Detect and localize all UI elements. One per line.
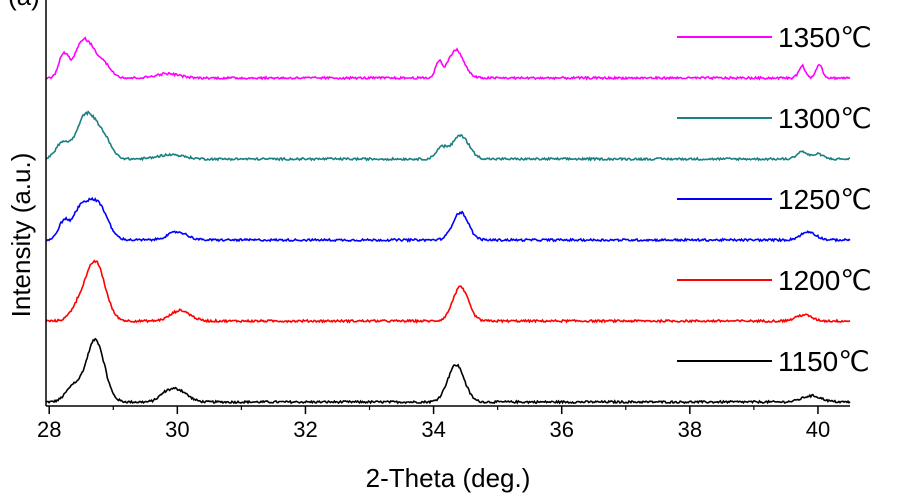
panel-label: (a) (8, 0, 40, 11)
legend-label-4: 1350℃ (778, 22, 872, 53)
axes: 28 30 32 34 36 38 40 (37, 0, 850, 442)
legend-label-3: 1300℃ (778, 103, 872, 134)
x-axis-title: 2-Theta (deg.) (366, 463, 531, 493)
x-tick-label: 34 (421, 417, 445, 442)
y-axis-title: Intensity (a.u.) (6, 153, 36, 318)
series-layer (45, 36, 851, 405)
series-line-3 (45, 110, 850, 162)
series-line-2 (45, 196, 851, 243)
legend: 1150℃ 1200℃ 1250℃ 1300℃ 1350℃ (677, 22, 872, 377)
legend-label-0: 1150℃ (778, 346, 870, 377)
series-line-4 (45, 36, 851, 81)
x-tick-label: 30 (165, 417, 189, 442)
x-tick-label: 40 (806, 417, 830, 442)
x-tick-label: 38 (678, 417, 702, 442)
legend-label-2: 1250℃ (778, 184, 872, 215)
x-tick-label: 32 (293, 417, 317, 442)
x-tick-label: 36 (549, 417, 573, 442)
legend-label-1: 1200℃ (778, 265, 872, 296)
x-tick-label: 28 (37, 417, 61, 442)
series-line-0 (45, 337, 851, 405)
series-line-1 (45, 259, 851, 324)
